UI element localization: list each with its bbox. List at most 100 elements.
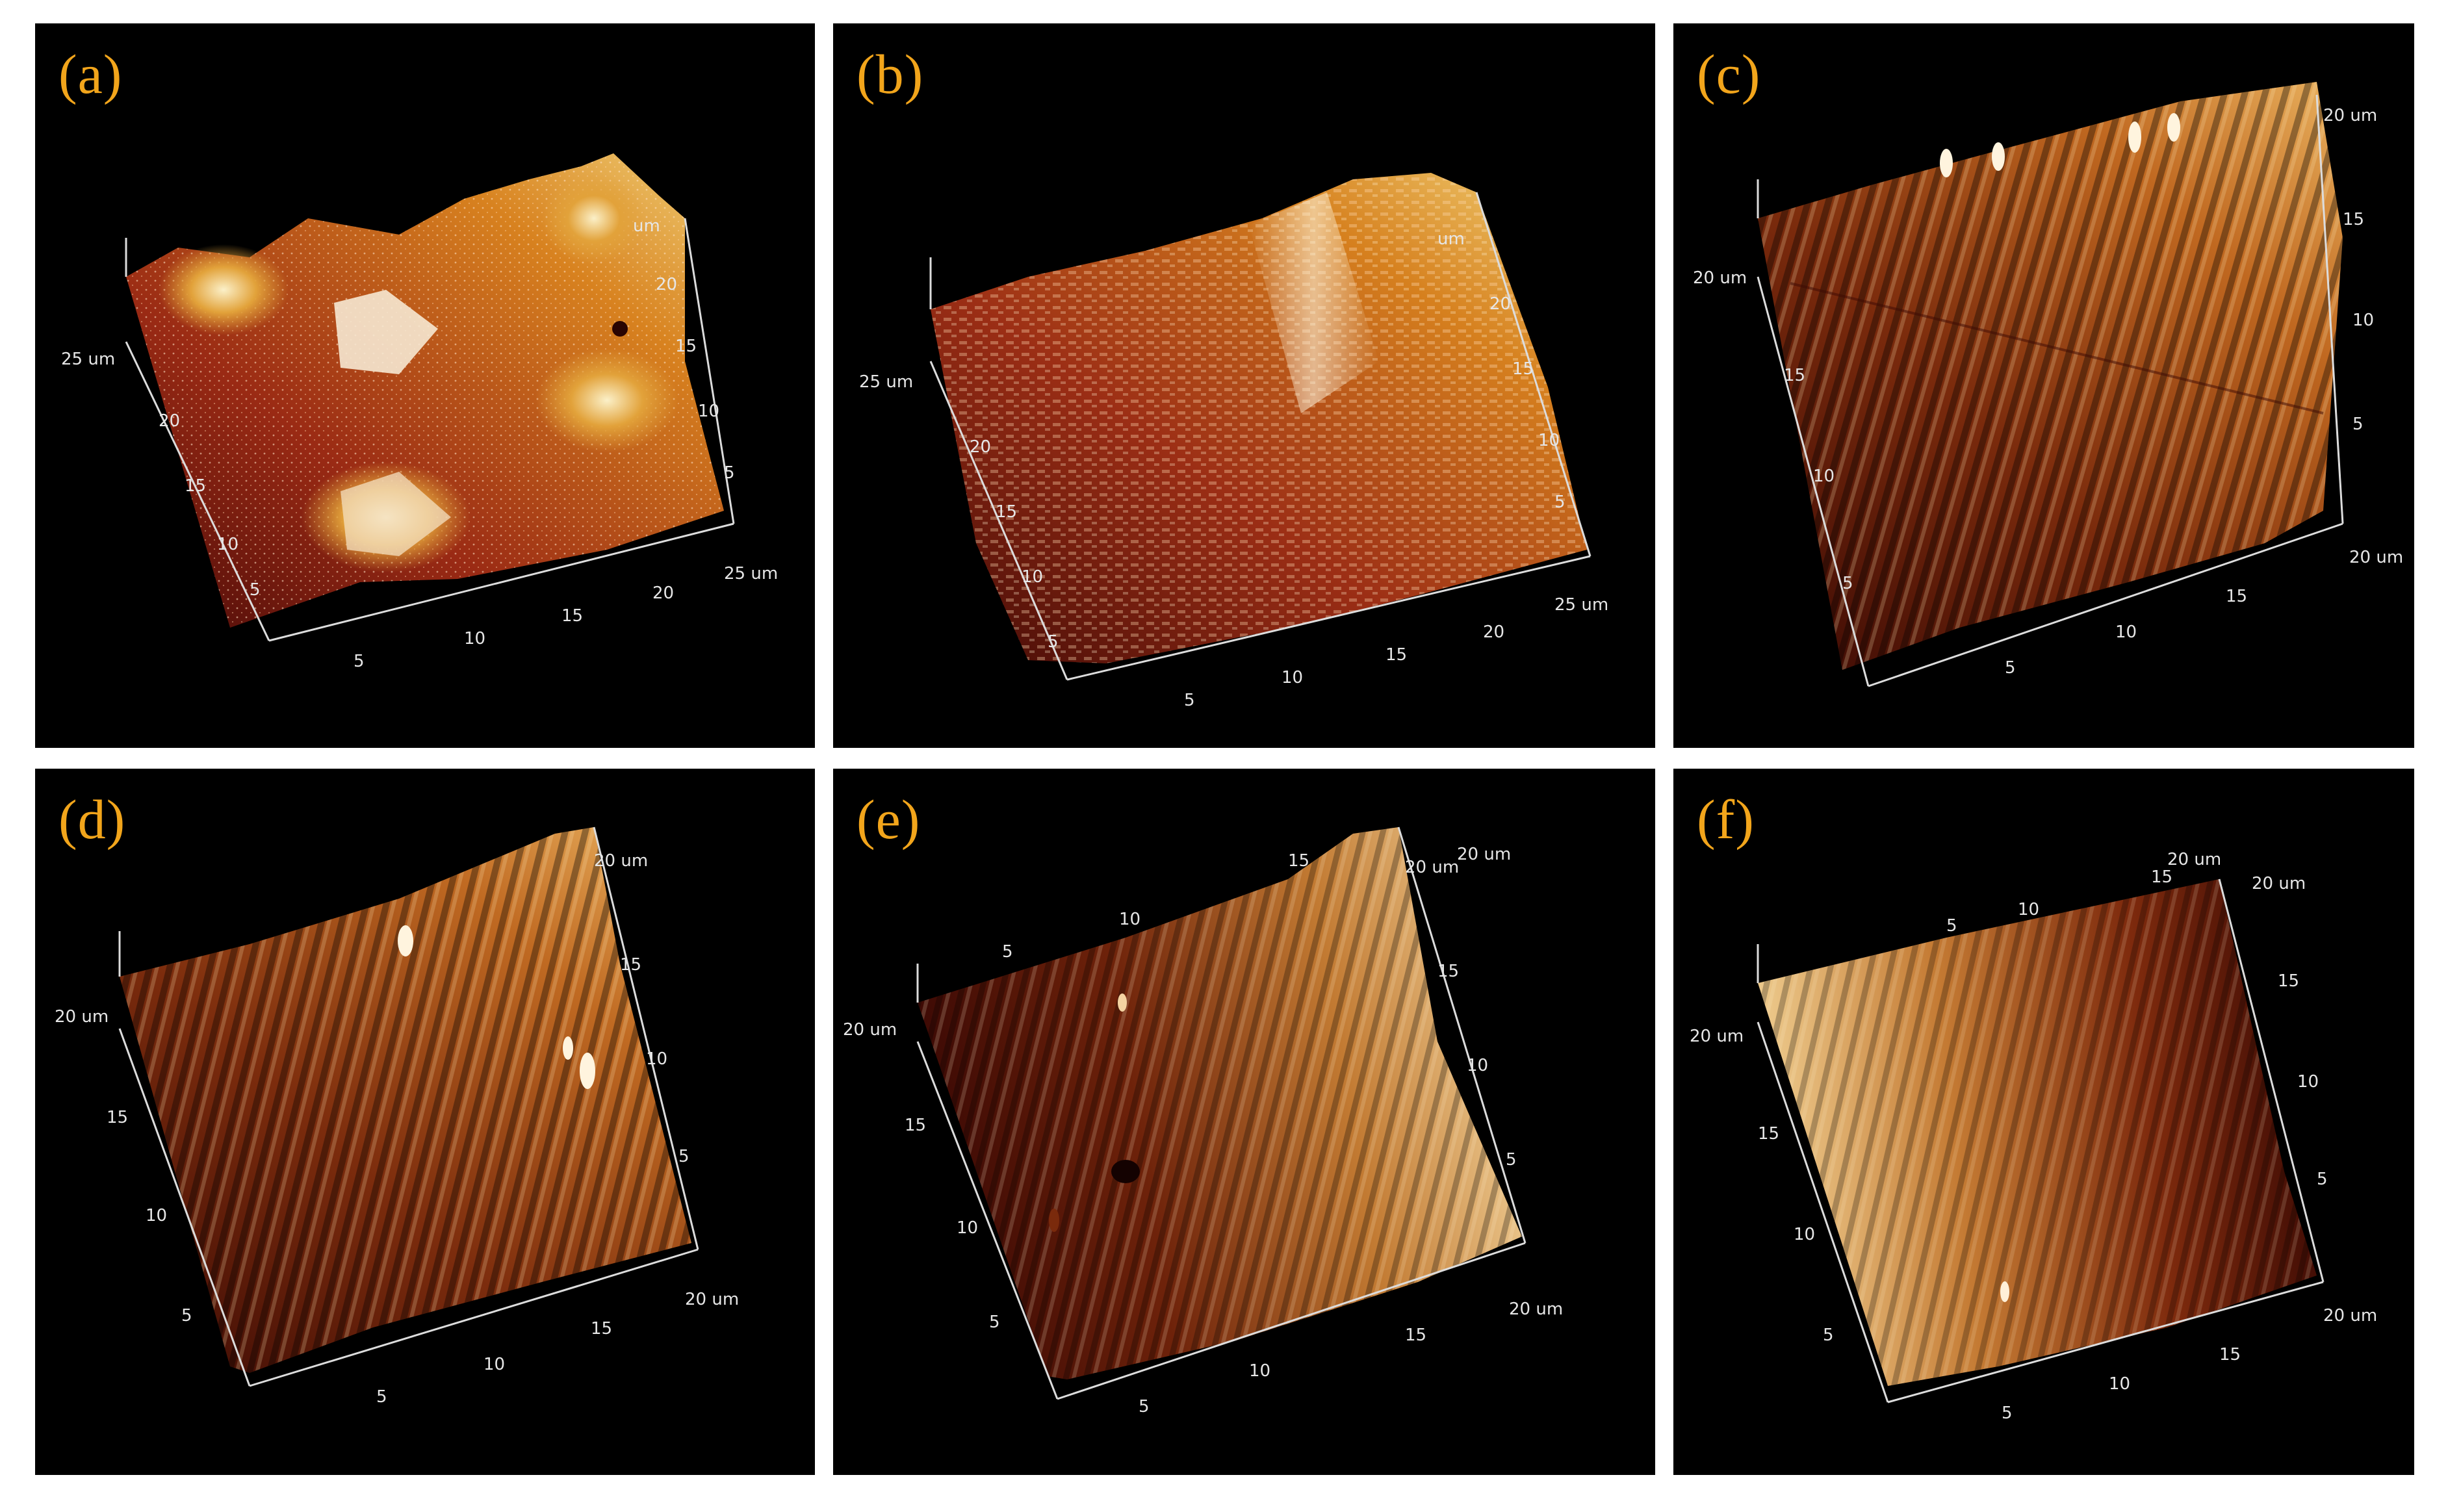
tick-label: 20 um [1509,1300,1563,1319]
tick-label: 20 [1483,622,1504,642]
tick-label: 15 [2343,210,2364,229]
tick-label: 15 [996,502,1017,522]
panel-label-b: (b) [857,43,924,105]
tick-label: 25 um [61,350,115,369]
tick-label: 10 [2297,1072,2319,1092]
tick-label: um [1437,229,1465,249]
tick-label: 15 [185,476,206,496]
afm-surface-e: 5 10 15 20 um 5 10 15 20 um 5 10 15 20 u… [843,826,1563,1416]
tick-label: 5 [724,463,735,483]
tick-label: 15 [591,1319,612,1339]
tick-label: 10 [483,1355,505,1374]
tick-label: 10 [1282,668,1303,687]
tick-label: 5 [1823,1326,1834,1345]
surface-bump [535,348,678,452]
tick-label: 15 [620,955,641,975]
tick-label: 5 [989,1313,1000,1332]
tick-label: 10 [217,535,238,554]
tick-label: 15 [1288,851,1309,871]
tick-label: 10 [1813,467,1835,486]
tick-label: 5 [1184,691,1195,710]
tick-label: 20 [159,411,180,431]
surface-bump [542,173,646,264]
surface-spike [341,472,451,556]
tick-label: 20 um [55,1007,109,1027]
tick-label: 20 um [2323,106,2377,125]
tick-label: 5 [250,580,261,600]
tick-label: 10 [1249,1361,1270,1381]
tick-label: 20 [656,275,677,294]
tick-label: 5 [678,1147,689,1166]
afm-panel-a: (a) [35,23,815,748]
tick-label: 10 [464,629,485,648]
tick-label: 10 [1538,431,1560,450]
panel-label-c: (c) [1697,43,1761,105]
afm-surface-b: 5 10 15 20 25 um 5 10 15 20 25 um 5 10 1… [859,173,1608,710]
afm-surface-f: 5 10 15 20 um 5 10 15 20 um 5 10 15 20 u… [1690,850,2377,1423]
tick-label: 20 um [1690,1027,1744,1046]
tick-label: 10 [2352,311,2374,330]
tick-label: 5 [1842,574,1853,593]
tick-label: 10 [2109,1374,2130,1394]
panel-label-a: (a) [58,43,123,105]
tick-label: 15 [675,337,697,356]
afm-panel-e: (e) 5 10 15 2 [833,769,1655,1475]
tick-label: 20 um [1693,268,1747,288]
afm-panel-b: (b) [833,23,1655,748]
tick-label: 20 [970,437,991,457]
tick-label: um [633,216,660,236]
tick-label: 10 [2018,900,2039,919]
tick-label: 20 um [843,1020,897,1040]
tick-label: 10 [146,1206,167,1225]
tick-label: 5 [2317,1170,2328,1189]
surface-spike [334,290,438,374]
tick-label: 20 um [2323,1306,2377,1326]
surface-ridge [1249,192,1379,413]
tick-label: 15 [2151,867,2172,887]
panel-label-e: (e) [857,788,921,851]
tick-label: 20 um [2349,548,2403,567]
afm-panel-d: (d) 5 10 15 2 [35,769,815,1475]
tick-label: 15 [1784,366,1805,385]
tick-label: 10 [1022,567,1043,587]
panel-label-f: (f) [1697,788,1755,851]
tick-label: 20 um [1405,858,1459,877]
tick-label: 5 [1139,1397,1150,1416]
tick-label: 20 um [594,851,648,871]
tick-label: 15 [1385,645,1407,665]
tick-label: 5 [1002,942,1013,962]
panel-label-d: (d) [58,788,126,851]
tick-label: 20 um [2252,874,2306,893]
tick-label: 15 [2219,1345,2241,1365]
tick-label: 20 um [685,1290,739,1309]
afm-panel-c: (c) 5 10 [1673,23,2414,748]
tick-label: 5 [1048,632,1059,652]
tick-label: 15 [1512,359,1534,379]
surface-bump [159,244,289,335]
tick-label: 10 [957,1218,978,1238]
tick-label: 5 [1946,916,1957,936]
tick-label: 20 um [2167,850,2221,869]
tick-label: 15 [905,1116,926,1135]
surface-pit [1111,1160,1140,1183]
tick-label: 5 [1506,1150,1517,1170]
afm-surface-a: 5 10 15 20 25 um 5 10 15 20 25 um 5 10 1… [61,153,778,671]
tick-label: 5 [354,652,365,671]
tick-label: 10 [1794,1225,1815,1244]
tick-label: 15 [1437,962,1459,981]
tick-label: 15 [107,1108,128,1127]
tick-label: 10 [1119,910,1140,929]
tick-label: 10 [646,1049,667,1069]
tick-label: 25 um [724,564,778,583]
tick-label: 10 [2115,622,2137,642]
tick-label: 20 [652,583,674,603]
tick-label: 20 um [1457,845,1511,864]
tick-label: 15 [2226,587,2247,606]
afm-surface-d: 5 10 15 20 um 5 10 15 20 um 5 10 15 20 u… [55,826,739,1407]
tick-label: 15 [1758,1124,1779,1144]
tick-label: 15 [2278,971,2299,991]
tick-label: 5 [1554,493,1565,512]
tick-label: 25 um [1554,595,1608,615]
tick-label: 10 [698,402,719,421]
tick-label: 5 [376,1387,387,1407]
